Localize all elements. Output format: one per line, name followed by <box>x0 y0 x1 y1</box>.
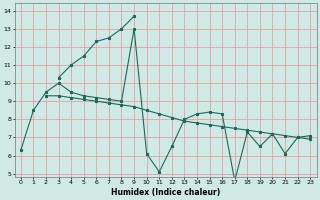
X-axis label: Humidex (Indice chaleur): Humidex (Indice chaleur) <box>111 188 220 197</box>
